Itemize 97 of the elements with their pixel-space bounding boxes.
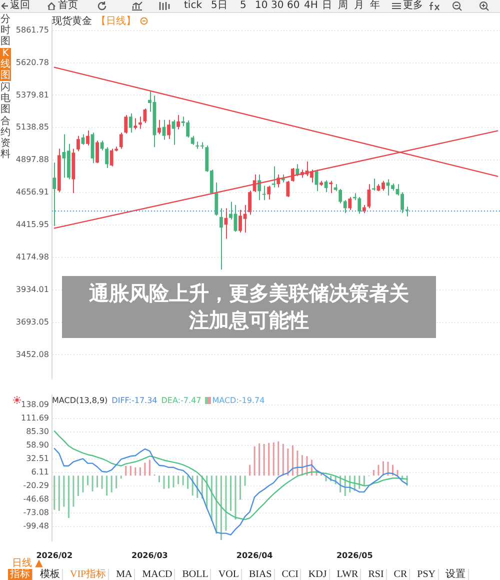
text: tick (184, 0, 202, 12)
y-tick-label: -99.48 (23, 522, 49, 530)
text: CR (392, 569, 410, 580)
legend-label: MACD:-19.74 (212, 396, 265, 405)
text: CCI (280, 569, 302, 580)
y-tick-label: -46.68 (23, 494, 49, 504)
x-tick-label: 2026/04 (236, 550, 274, 560)
chart-subtitle: 【日线】 (96, 14, 136, 28)
candlestick (86, 130, 90, 146)
candlestick (124, 114, 128, 134)
y-tick-label: 5379.81 (16, 90, 49, 100)
text: LWR (334, 569, 362, 580)
candlestick (262, 185, 266, 201)
candlestick (219, 208, 223, 270)
annotation: 通胀风险上升，更多美联储决策者关注加息可能性 (62, 276, 436, 338)
candlestick (272, 166, 276, 188)
y-tick-label: 5138.85 (16, 122, 49, 132)
x-tick-label: 2026/02 (36, 550, 73, 560)
candlestick (358, 196, 362, 214)
y-tick-label: 5620.78 (16, 58, 49, 67)
candlestick (290, 168, 294, 182)
text: DEA:-7.47 (161, 396, 202, 405)
y-tick-label: -73.08 (23, 508, 49, 518)
text: 30 (271, 0, 284, 12)
y-tick-label: 111.69 (21, 414, 49, 423)
text: PSY (415, 569, 438, 580)
text: KDJ (306, 569, 330, 580)
candlestick (128, 112, 132, 134)
candlestick (119, 132, 123, 150)
chart-title: 现货黄金 (52, 14, 92, 28)
candlestick (76, 135, 80, 152)
candlestick (296, 164, 300, 177)
candlestick (158, 119, 161, 135)
text: 日 (322, 0, 332, 12)
text: MACD (140, 569, 176, 580)
candlestick (214, 182, 218, 216)
text: 日线 ▲ (12, 558, 43, 569)
candlestick (176, 114, 180, 130)
y-tick-label: 85.30 (26, 427, 49, 436)
text: 分时图 (0, 14, 11, 47)
candlestick (105, 146, 109, 168)
y-tick-label: 3934.01 (16, 284, 49, 294)
text: 60 (287, 0, 300, 12)
candlestick (286, 180, 290, 198)
candlestick (348, 196, 352, 210)
text: BIAS (246, 569, 275, 580)
candlestick (52, 162, 56, 227)
y-tick-label: 4656.91 (16, 188, 49, 197)
text: 合约资料 (0, 116, 11, 160)
text: DIFF:-17.34 (112, 396, 158, 405)
y-tick-label: 3693.05 (16, 317, 49, 326)
y-tick-label: 138.09 (21, 400, 49, 410)
y-tick-label: 58.90 (26, 440, 49, 450)
candlestick (324, 180, 328, 193)
chart-title: MACD(13,8,9) (52, 396, 108, 405)
text: 闪电图 (0, 82, 11, 115)
y-tick-label: 4174.98 (16, 252, 49, 262)
text: 返回 (10, 0, 30, 12)
candlestick (143, 108, 147, 124)
text: VIP指标 (68, 569, 110, 580)
text: 4H (304, 0, 318, 12)
x-tick-label: 2026/05 (336, 550, 374, 560)
text: 模板 (38, 569, 63, 580)
candlestick (224, 208, 228, 240)
text: 首页 (58, 0, 78, 12)
candlestick (96, 140, 99, 164)
text: 设置 (444, 569, 468, 580)
y-tick-label: 32.51 (26, 454, 49, 464)
candlestick (329, 180, 333, 194)
text: RSI (366, 569, 387, 580)
candlestick (100, 140, 104, 151)
y-tick-label: 5861.75 (16, 25, 49, 34)
candlestick (190, 135, 194, 146)
candlestick (138, 116, 142, 130)
y-tick-label: 4415.95 (16, 220, 49, 230)
text: 周 (338, 0, 348, 12)
text: 更多 (403, 0, 423, 12)
candlestick (248, 190, 252, 216)
text: 5日 (211, 0, 228, 12)
y-tick-label: -20.29 (23, 481, 49, 490)
text: BOLL (180, 569, 212, 580)
candlestick (267, 185, 271, 200)
text: 10 (255, 0, 268, 12)
text: 年 (370, 0, 380, 12)
text: K线图 (0, 48, 11, 81)
candlestick (167, 119, 170, 140)
text: MA (114, 569, 136, 580)
text: 5 (240, 0, 246, 12)
text: 月 (354, 0, 364, 12)
x-tick-label: 2026/03 (132, 550, 168, 560)
text: VOL (216, 569, 242, 580)
y-tick-label: 4897.88 (16, 155, 49, 164)
candlestick (134, 118, 138, 130)
candlestick (367, 184, 371, 209)
y-tick-label: 6.11 (31, 468, 49, 477)
y-tick-label: 3452.08 (16, 350, 49, 359)
text: 指标 (8, 569, 33, 580)
